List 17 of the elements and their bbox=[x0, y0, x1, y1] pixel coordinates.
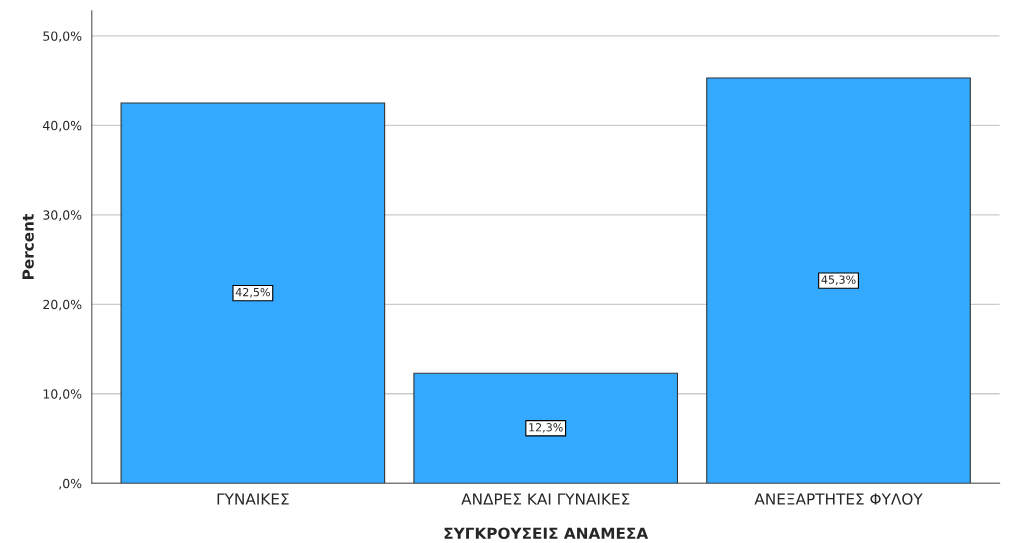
x-tick-label: ΑΝΕΞΑΡΤΗΤΕΣ ΦΥΛΟΥ bbox=[754, 493, 923, 505]
data-label: 12,3% bbox=[529, 423, 563, 433]
y-tick-label: ,0% bbox=[59, 478, 82, 490]
bar bbox=[120, 102, 386, 484]
y-tick-label: 50,0% bbox=[43, 31, 82, 43]
data-label: 45,3% bbox=[821, 275, 856, 285]
y-tick-label: 20,0% bbox=[43, 299, 82, 311]
x-tick-label: ΓΥΝΑΙΚΕΣ bbox=[217, 493, 289, 505]
x-axis-title: ΣΥΓΚΡΟΥΣΕΙΣ ΑΝΑΜΕΣΑ bbox=[444, 527, 649, 540]
bar bbox=[706, 77, 971, 484]
y-axis-title: Percent bbox=[22, 214, 34, 280]
x-tick-label: ΑΝΔΡΕΣ ΚΑΙ ΓΥΝΑΙΚΕΣ bbox=[461, 493, 630, 505]
data-label: 42,5% bbox=[235, 287, 270, 298]
y-tick-label: 10,0% bbox=[43, 389, 82, 400]
y-tick-label: 40,0% bbox=[42, 120, 82, 132]
y-tick-label: 30,0% bbox=[43, 210, 82, 222]
bar bbox=[413, 372, 679, 484]
